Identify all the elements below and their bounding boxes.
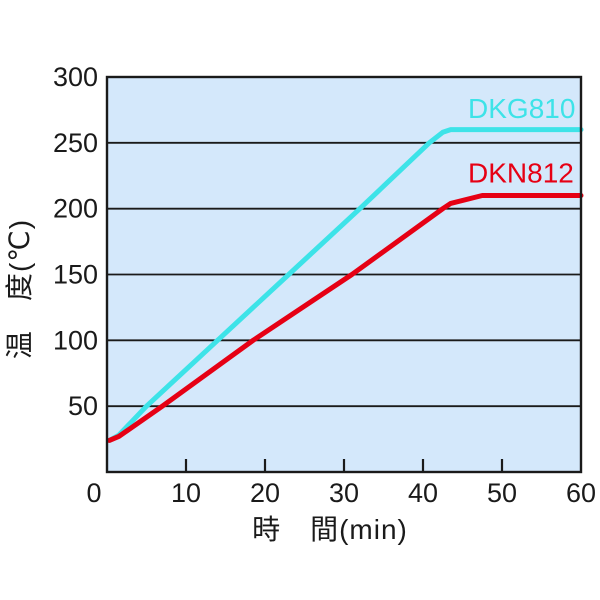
x-tick-label-20: 20 [250, 478, 280, 508]
x-axis-ticks [184, 459, 504, 472]
y-tick-label-250: 250 [53, 128, 98, 158]
x-tick-labels: 0 10 20 30 40 50 60 [86, 478, 596, 508]
series-lines [106, 127, 584, 443]
x-tick-label-10: 10 [171, 478, 201, 508]
x-tick-label-60: 60 [566, 478, 596, 508]
x-tick-label-50: 50 [487, 478, 517, 508]
y-tick-label-300: 300 [53, 62, 98, 92]
series-line-dkn812 [106, 193, 584, 443]
y-tick-label-50: 50 [68, 391, 98, 421]
series-label-dkg810: DKG810 [468, 93, 575, 124]
y-tick-label-150: 150 [53, 260, 98, 290]
gridlines [107, 141, 581, 408]
y-axis-title: 温 度(℃) [4, 218, 35, 360]
series-labels: DKG810 DKN812 [468, 93, 575, 189]
y-tick-labels: 50 100 150 200 250 300 [53, 62, 98, 421]
x-tick-label-40: 40 [408, 478, 438, 508]
plot-border [105, 75, 583, 474]
plot-border-rect [105, 75, 583, 474]
y-tick-label-200: 200 [53, 194, 98, 224]
x-axis-title: 時 間(min) [252, 514, 408, 545]
series-line-dkg810 [106, 127, 584, 443]
x-tick-label-30: 30 [329, 478, 359, 508]
y-tick-label-100: 100 [53, 325, 98, 355]
x-tick-label-0: 0 [86, 478, 101, 508]
series-label-dkn812: DKN812 [468, 157, 574, 188]
